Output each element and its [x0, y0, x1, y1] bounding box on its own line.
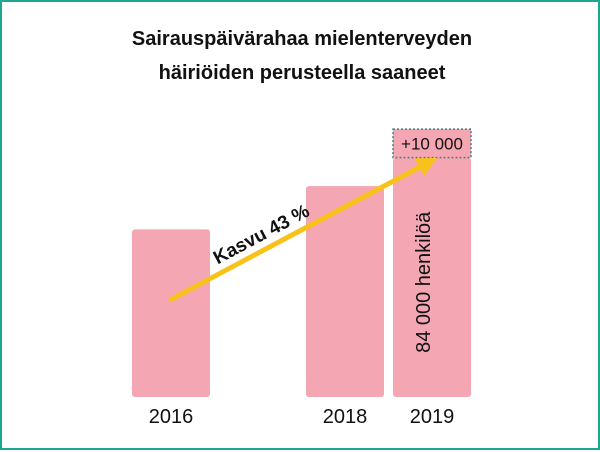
- chart-title: Sairauspäivärahaa mielenterveyden häiriö…: [2, 22, 600, 90]
- x-tick-label-2019: 2019: [410, 406, 455, 428]
- bar-2019: [393, 157, 471, 397]
- bar-2016: [132, 229, 210, 397]
- bar-2018: [306, 186, 384, 397]
- increase-segment: [392, 128, 472, 159]
- chart-title-line-1: Sairauspäivärahaa mielenterveyden: [131, 28, 473, 50]
- bar-value-label: 84 000 henkilöä: [413, 211, 435, 353]
- x-tick-label-2018: 2018: [323, 406, 368, 428]
- chart-title-line-2: häiriöiden perusteella saaneet: [158, 62, 446, 84]
- growth-label: Kasvu 43 %: [210, 201, 313, 269]
- increase-label: +10 000: [401, 134, 463, 153]
- x-tick-label-2016: 2016: [149, 406, 194, 428]
- growth-arrow: [168, 157, 438, 302]
